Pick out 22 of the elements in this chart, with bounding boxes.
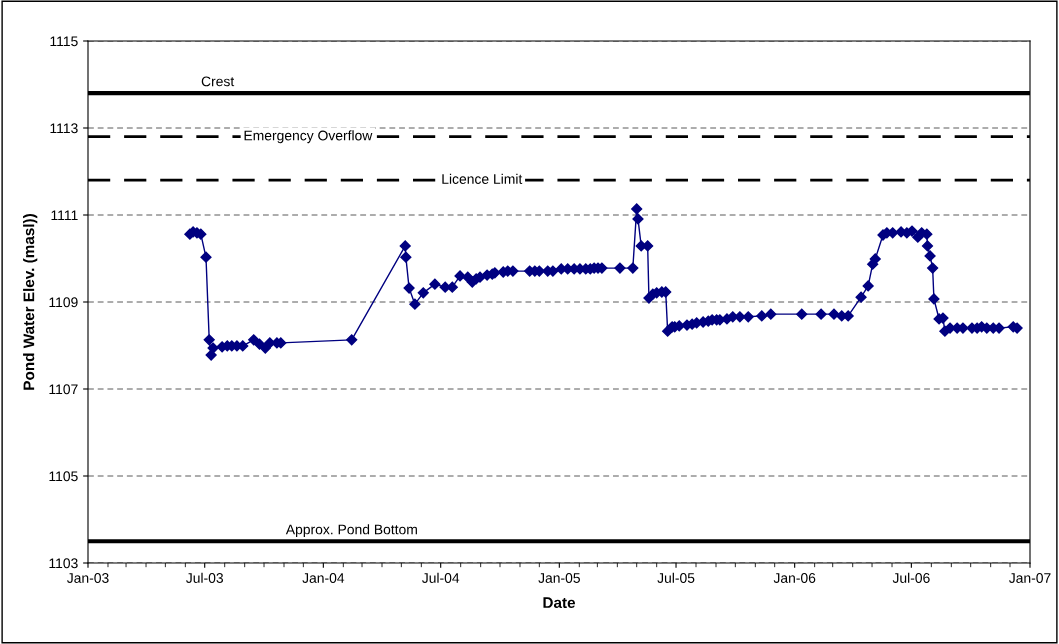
y-tick-label: 1115 xyxy=(50,36,78,47)
y-tick-label: 1111 xyxy=(51,210,78,221)
y-tick-label: 1107 xyxy=(49,384,78,395)
x-tick-label: Jan-07 xyxy=(1008,573,1051,583)
ref-line-label: Licence Limit xyxy=(442,173,523,184)
x-tick-label: Jul-03 xyxy=(186,572,224,583)
y-axis-title: Pond Water Elev. (masl)) xyxy=(23,214,38,390)
y-tick-label: 1113 xyxy=(50,123,78,134)
ref-line-label: Approx. Pond Bottom xyxy=(285,524,417,538)
x-tick-label: Jan-06 xyxy=(773,573,816,583)
y-tick-label: 1103 xyxy=(49,558,78,569)
x-tick-label: Jan-03 xyxy=(66,573,109,583)
y-tick-label: 1109 xyxy=(49,297,78,308)
y-tick-label: 1105 xyxy=(49,471,78,482)
x-tick-label: Jul-06 xyxy=(892,572,930,583)
x-tick-label: Jul-05 xyxy=(657,572,695,583)
ref-line-label: Crest xyxy=(201,76,235,87)
x-tick-label: Jul-04 xyxy=(421,572,460,583)
x-tick-label: Jan-04 xyxy=(302,573,345,583)
x-axis-title: Date xyxy=(543,597,576,608)
ref-line-label: Emergency Overflow xyxy=(244,130,373,144)
x-tick-label: Jan-05 xyxy=(538,573,580,583)
